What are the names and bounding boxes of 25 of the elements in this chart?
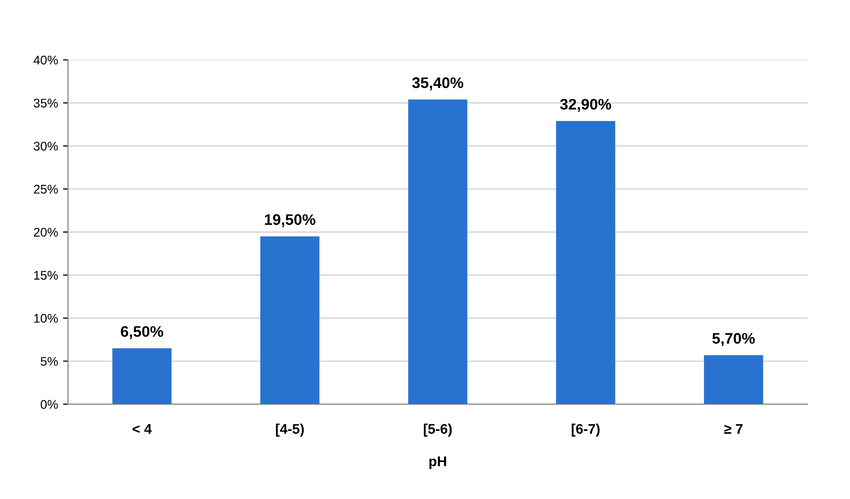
y-tick-label: 20% (34, 228, 58, 237)
y-tick-label: 0% (40, 400, 58, 409)
bar (260, 236, 320, 404)
bar (704, 355, 764, 404)
bar (408, 99, 468, 404)
x-tick-label: < 4 (132, 424, 152, 434)
x-tick-label: [5-6) (424, 424, 452, 437)
y-tick-label: 25% (34, 184, 58, 194)
data-label: 5,70% (712, 332, 755, 346)
bar (112, 348, 172, 404)
y-tick-label: 10% (34, 314, 58, 323)
bar (556, 120, 616, 404)
x-tick-label: [6-7) (572, 424, 600, 437)
data-label: 32,90% (560, 98, 612, 112)
data-label: 35,40% (412, 77, 464, 90)
y-tick-label: 15% (34, 270, 58, 280)
x-axis-title: pH (429, 456, 446, 469)
x-tick-label: ≥ 7 (724, 424, 743, 434)
y-tick-label: 5% (40, 357, 58, 366)
x-tick-label: [4-5) (276, 424, 304, 437)
data-label: 19,50% (264, 214, 316, 228)
y-tick-label: 35% (34, 98, 58, 108)
y-tick-label: 30% (34, 142, 58, 151)
y-tick-label: 40% (34, 56, 58, 65)
data-label: 6,50% (120, 326, 164, 340)
